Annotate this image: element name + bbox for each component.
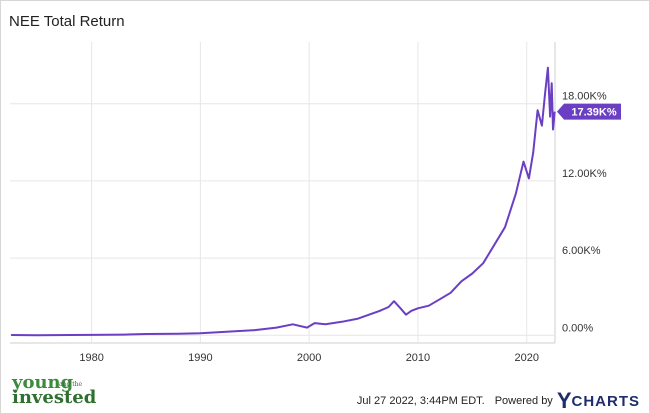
timestamp: Jul 27 2022, 3:44PM EDT. (356, 395, 485, 407)
y-tick-label: 0.00% (562, 322, 593, 334)
series-line (11, 66, 556, 337)
ycharts-logo-text[interactable]: CHARTS (571, 392, 640, 410)
chart-footer: Jul 27 2022, 3:44PM EDT. Powered by Y CH… (357, 390, 640, 412)
logo-line-3: invested (12, 387, 97, 408)
x-tick-label: 1990 (188, 352, 212, 364)
ycharts-logo-mark[interactable]: Y (556, 388, 572, 413)
x-tick-label: 1980 (79, 352, 103, 364)
last-value-badge (557, 103, 621, 120)
x-tick-label: 2010 (406, 352, 430, 364)
x-tick-label: 2000 (297, 352, 321, 364)
young-and-invested-logo: young and the invested (12, 372, 96, 409)
logo-line-2: and the (59, 381, 83, 388)
x-tick-label: 2020 (514, 352, 538, 364)
powered-by-text: Powered by (494, 395, 553, 407)
chart-title: NEE Total Return (9, 13, 125, 30)
y-tick-label: 12.00K% (562, 168, 607, 180)
last-value-label: 17.39K% (571, 107, 616, 119)
y-tick-label: 6.00K% (562, 245, 601, 257)
logo-line-1: young (12, 372, 74, 393)
y-tick-label: 18.00K% (562, 91, 607, 103)
